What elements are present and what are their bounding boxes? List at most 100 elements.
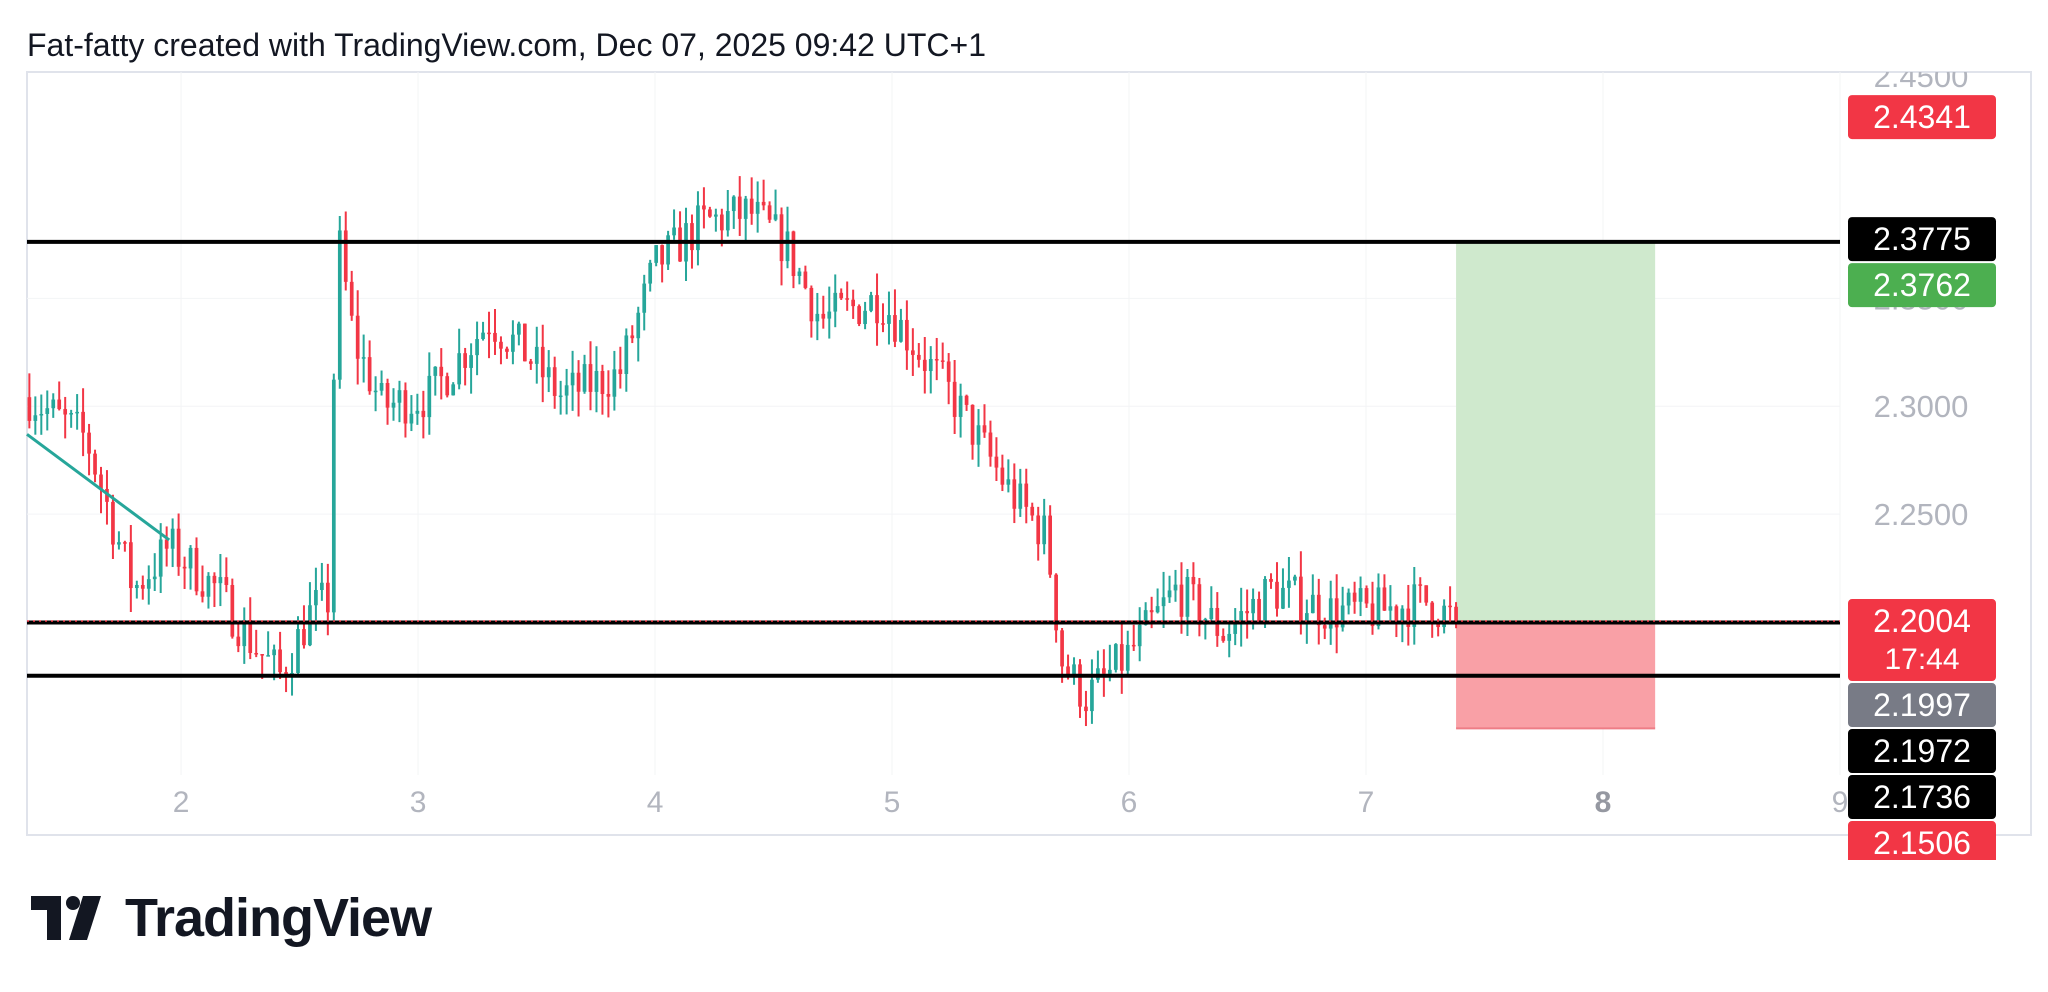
trend-lines[interactable] — [26, 433, 171, 542]
candle-up — [1161, 597, 1166, 607]
candle-up — [1251, 598, 1255, 614]
y-tick-label: 2.3000 — [1874, 389, 1969, 424]
horizontal-levels[interactable] — [27, 239, 1840, 678]
candle-down — [618, 369, 623, 374]
candle-up — [1113, 644, 1118, 670]
candle-down — [1394, 606, 1399, 621]
candle-down — [254, 652, 259, 655]
price-label-box — [1848, 683, 1996, 728]
candle-up — [642, 283, 647, 313]
candle-down — [230, 585, 235, 637]
price-label-box — [1848, 821, 1996, 860]
price-label-text: 2.3775 — [1873, 221, 1971, 257]
candle-down — [123, 542, 127, 544]
candle-down — [1406, 608, 1411, 627]
candle-up — [152, 576, 157, 580]
candle-down — [893, 315, 897, 342]
candle-down — [493, 332, 497, 342]
candle-down — [1054, 574, 1058, 631]
candle-down — [552, 367, 557, 396]
candle-up — [266, 655, 270, 657]
candle-up — [773, 214, 778, 220]
candle-up — [1346, 592, 1351, 606]
candle-up — [188, 547, 193, 569]
tradingview-logo-icon — [31, 896, 101, 940]
candle-up — [373, 390, 378, 393]
candle-up — [1263, 578, 1267, 622]
candle-up — [558, 395, 563, 398]
candle-up — [612, 369, 617, 397]
candle-up — [320, 582, 324, 591]
candle-down — [1012, 479, 1017, 509]
candle-down — [302, 629, 306, 646]
candle-up — [666, 235, 670, 265]
candle-down — [946, 361, 951, 382]
candle-up — [869, 295, 873, 311]
candle-up — [146, 579, 151, 589]
candle-up — [475, 339, 479, 356]
candle-up — [546, 367, 551, 378]
candle-up — [337, 230, 342, 380]
candle-down — [600, 370, 605, 395]
candle-up — [331, 379, 336, 613]
candle-down — [934, 359, 939, 361]
price-label-box — [1848, 263, 1996, 308]
candle-up — [308, 605, 312, 646]
candle-up — [863, 310, 867, 325]
candle-down — [1257, 598, 1261, 622]
candle-up — [1018, 483, 1023, 509]
x-tick-label: 3 — [410, 786, 427, 819]
candle-down — [278, 649, 282, 673]
candle-up — [797, 271, 802, 276]
candle-down — [421, 410, 426, 418]
candle-up — [1281, 587, 1285, 609]
price-label-box — [1848, 775, 1996, 820]
candle-down — [767, 205, 772, 220]
position-zones[interactable] — [1456, 241, 1656, 730]
x-tick-label: 8 — [1595, 786, 1612, 819]
candle-down — [1430, 602, 1435, 625]
tradingview-logo[interactable]: TradingView — [31, 887, 432, 949]
price-label-countdown: 17:44 — [1884, 643, 1959, 676]
candle-up — [1328, 598, 1333, 629]
price-label-text: 2.1506 — [1873, 825, 1971, 860]
candle-down — [1245, 611, 1249, 614]
candle-down — [1370, 603, 1375, 627]
candle-down — [1382, 587, 1387, 611]
x-tick-label: 2 — [173, 786, 190, 819]
candle-up — [899, 319, 903, 342]
candle-up — [1143, 610, 1148, 625]
candle-up — [1125, 644, 1130, 671]
candle-down — [385, 383, 390, 408]
candle-down — [905, 319, 909, 351]
candle-down — [630, 335, 635, 339]
candle-up — [451, 384, 456, 396]
candle-up — [296, 629, 300, 674]
candle-down — [140, 584, 145, 589]
candle-up — [785, 231, 790, 262]
candle-up — [594, 370, 599, 392]
candle-down — [528, 361, 533, 364]
candle-down — [522, 323, 527, 362]
price-label-text: 2.1997 — [1873, 687, 1971, 723]
candle-down — [821, 313, 826, 319]
candle-down — [1454, 606, 1458, 622]
candle-down — [463, 353, 467, 368]
candle-up — [39, 413, 44, 416]
time-axis[interactable]: 2 3 4 5 6 7 8 9 — [173, 786, 1849, 819]
candle-down — [367, 357, 372, 392]
candle-down — [1048, 515, 1052, 575]
candle-down — [606, 394, 611, 397]
candles[interactable] — [27, 176, 1458, 727]
candle-up — [242, 620, 247, 647]
candle-down — [248, 620, 253, 653]
price-label-text: 2.2004 — [1873, 603, 1971, 639]
candle-down — [93, 453, 97, 475]
candle-down — [445, 376, 450, 396]
candle-down — [910, 350, 915, 355]
candle-up — [75, 411, 79, 414]
candle-down — [212, 575, 217, 584]
candle-down — [1364, 588, 1369, 604]
candle-up — [170, 528, 175, 549]
